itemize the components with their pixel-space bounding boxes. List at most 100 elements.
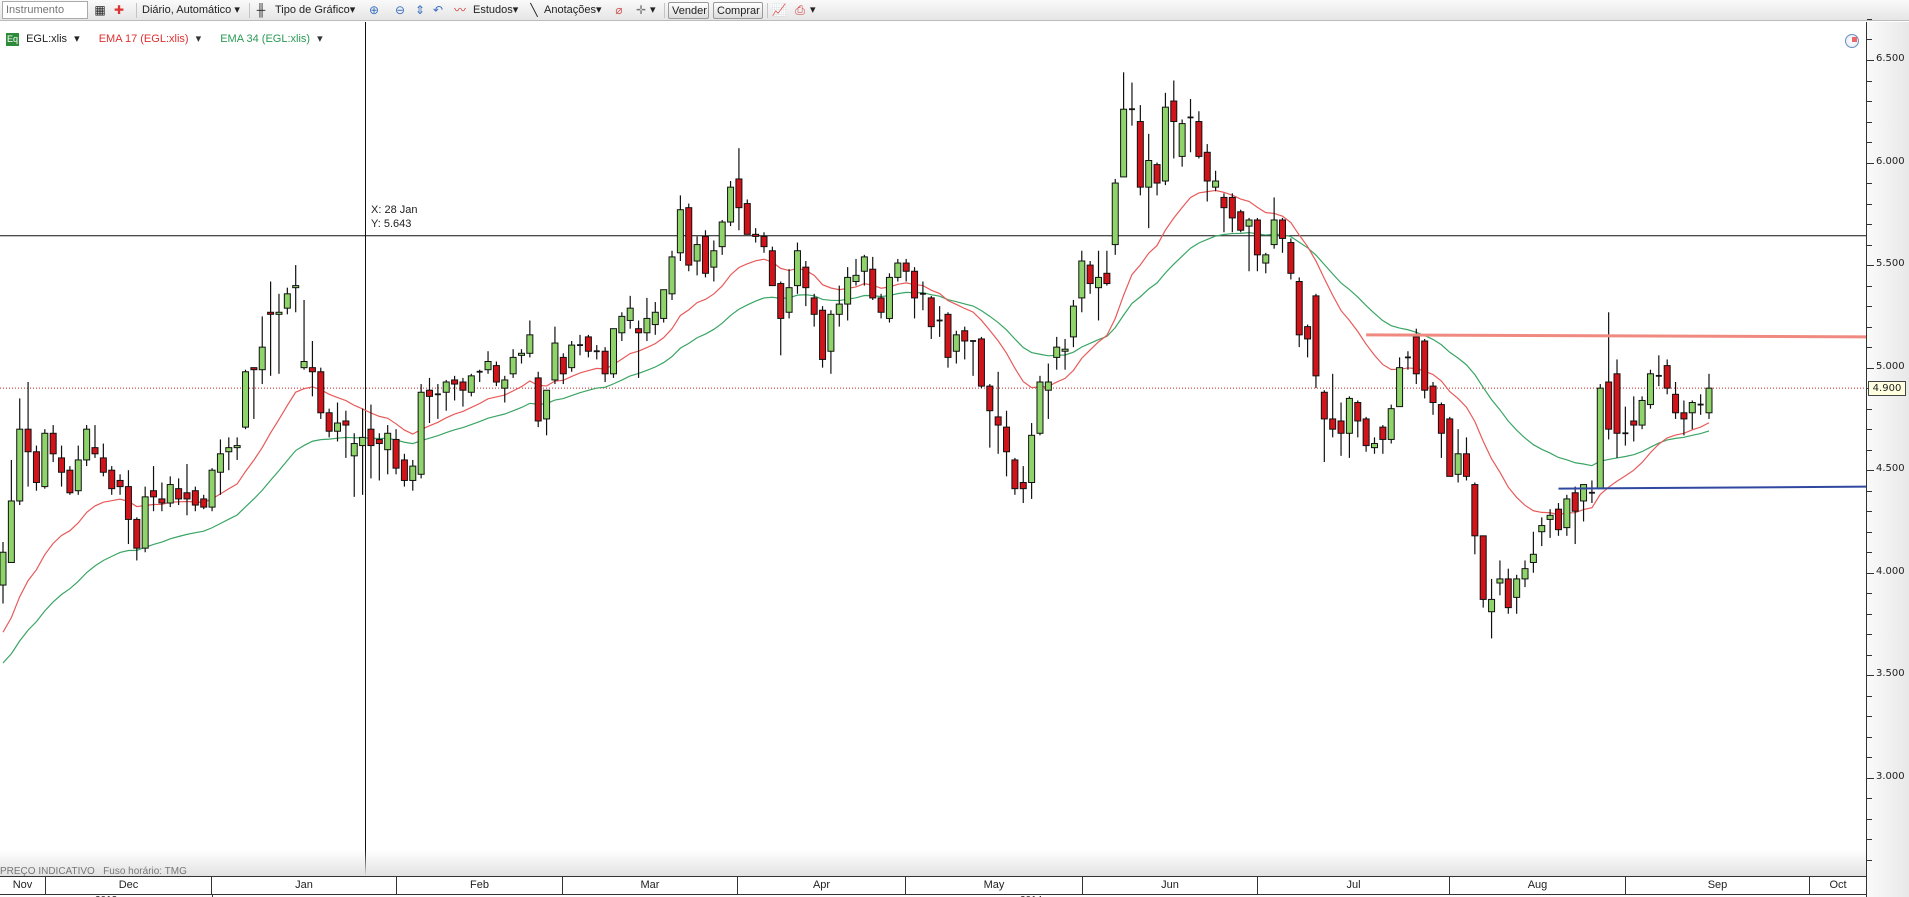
- undo-icon[interactable]: ↶: [432, 3, 444, 17]
- candle-down: [250, 367, 258, 371]
- y-tick: [1867, 757, 1872, 759]
- candle-up: [660, 289, 668, 319]
- candle-down: [1362, 418, 1370, 447]
- chevron-down-icon: ▾: [74, 33, 80, 45]
- y-tick: [1867, 593, 1872, 595]
- candle-up: [484, 360, 492, 371]
- year-divider: [212, 895, 213, 897]
- candle-down: [768, 250, 776, 287]
- y-tick: [1867, 736, 1872, 738]
- candle-down: [1312, 295, 1320, 377]
- zoom-out-icon[interactable]: ⊖: [394, 3, 406, 17]
- y-tick: [1867, 183, 1872, 185]
- candle-up: [894, 262, 902, 278]
- candle-down: [1479, 535, 1487, 600]
- crosshair-readout: X: 28 Jan Y: 5.643: [371, 203, 417, 231]
- candle-down: [1630, 420, 1638, 426]
- x-month-label: Dec: [46, 877, 212, 895]
- candle-down: [911, 270, 919, 299]
- candle-down: [1437, 404, 1445, 434]
- candle-up: [643, 317, 651, 334]
- y-tick: [1867, 859, 1872, 861]
- clock-icon[interactable]: [1845, 34, 1859, 48]
- candle-up: [1563, 498, 1571, 529]
- last-price-label: 4.900: [1868, 381, 1906, 396]
- y-tick: [1867, 203, 1872, 205]
- y-tick: [1867, 18, 1872, 20]
- candle-down: [116, 479, 124, 488]
- candle-down: [66, 469, 74, 494]
- candle-down: [175, 488, 183, 500]
- instrument-lookup-icon[interactable]: ▦: [94, 3, 106, 17]
- buy-button[interactable]: Comprar: [713, 2, 763, 19]
- candle-down: [367, 428, 375, 447]
- candle-up: [1396, 367, 1404, 408]
- y-tick: [1867, 531, 1872, 533]
- y-tick: [1867, 777, 1874, 779]
- y-tick: [1867, 347, 1872, 349]
- y-tick: [1867, 121, 1872, 123]
- candle-up: [359, 436, 367, 447]
- annotations-dropdown[interactable]: Anotações▾: [544, 2, 602, 19]
- chart-settings-icon[interactable]: 📈: [771, 3, 787, 17]
- chevron-down-icon: ▾: [595, 4, 602, 16]
- candle-down: [325, 412, 333, 432]
- candle-up: [1036, 381, 1044, 434]
- crosshair-dropdown[interactable]: ▾: [650, 4, 656, 16]
- legend-instrument-label: EGL:xlis: [26, 33, 68, 45]
- candle-down: [810, 297, 818, 315]
- price-axis[interactable]: 6.500 6.000 5.500 5.000 4.500 4.000 3.500 3.000: [1866, 18, 1909, 897]
- candle-up: [7, 500, 15, 563]
- candle-down: [400, 459, 408, 481]
- period-dropdown[interactable]: Diário, Automático ▾: [142, 2, 240, 19]
- crosshair-icon[interactable]: ✛: [635, 3, 647, 17]
- add-chart-icon[interactable]: ✚: [113, 3, 125, 17]
- sell-button[interactable]: Vender: [668, 2, 709, 19]
- candle-down: [1103, 272, 1111, 285]
- candle-down: [99, 457, 107, 473]
- print-icon[interactable]: ⎙: [795, 3, 805, 17]
- candle-up: [225, 447, 233, 453]
- candle-down: [1170, 100, 1178, 123]
- candle-down: [1019, 482, 1027, 490]
- candle-up: [141, 496, 149, 549]
- candle-up: [384, 432, 392, 451]
- candle-down: [375, 438, 383, 445]
- chart-type-label: Tipo de Gráfico: [275, 4, 350, 16]
- studies-dropdown[interactable]: Estudos▾: [473, 2, 518, 19]
- y-tick: [1867, 429, 1872, 431]
- y-tick: [1867, 470, 1874, 472]
- candle-up: [1262, 254, 1270, 264]
- price-chart[interactable]: [0, 22, 1866, 876]
- candle-up: [208, 469, 216, 508]
- eraser-icon[interactable]: ⌀: [615, 3, 623, 17]
- candle-down: [777, 283, 785, 319]
- zoom-in-icon[interactable]: ⊕: [368, 3, 380, 17]
- legend-instrument[interactable]: EGL:xlis ▾: [26, 33, 84, 45]
- instrument-input[interactable]: [2, 1, 88, 19]
- candle-down: [1680, 412, 1688, 420]
- chevron-down-icon: ▾: [234, 4, 240, 16]
- y-tick-label: 3.500: [1876, 668, 1905, 680]
- candle-up: [74, 459, 82, 492]
- y-tick: [1867, 142, 1872, 144]
- legend-ema34[interactable]: EMA 34 (EGL:xlis) ▾: [220, 33, 326, 45]
- candle-down: [735, 178, 743, 209]
- candle-up: [835, 303, 843, 315]
- candle-down: [1253, 219, 1261, 256]
- y-tick-label: 3.000: [1876, 770, 1905, 782]
- candle-up: [467, 375, 475, 393]
- candle-up: [1111, 182, 1119, 246]
- legend-ema17[interactable]: EMA 17 (EGL:xlis) ▾: [99, 33, 205, 45]
- candle-up: [216, 453, 224, 473]
- candle-up: [618, 315, 626, 334]
- candle-down: [183, 492, 191, 500]
- auto-scale-icon[interactable]: ⇕: [414, 3, 426, 17]
- candle-up: [626, 307, 634, 321]
- candle-down: [308, 367, 316, 373]
- candle-up: [300, 360, 308, 369]
- print-dropdown[interactable]: ▾: [810, 4, 816, 16]
- candle-up: [1538, 525, 1546, 533]
- chart-type-dropdown[interactable]: Tipo de Gráfico▾: [275, 2, 355, 19]
